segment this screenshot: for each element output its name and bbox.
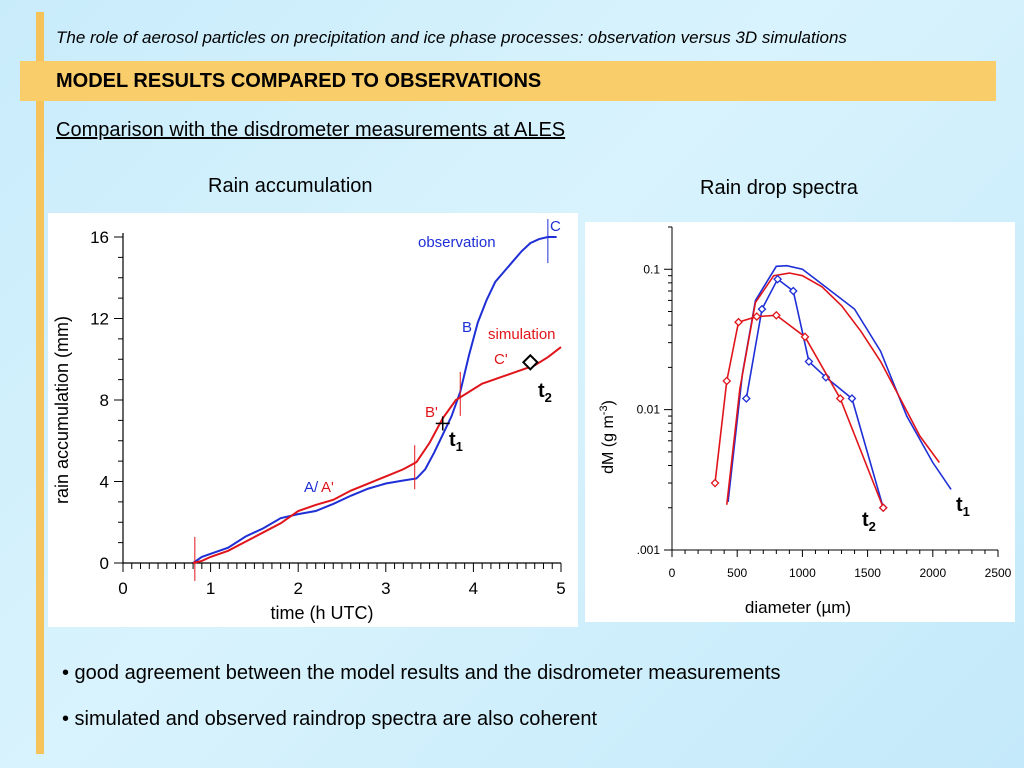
point-c-prime-label: C' bbox=[494, 351, 508, 368]
slide-header-title: The role of aerosol particles on precipi… bbox=[56, 28, 847, 47]
left-x-tick-label: 4 bbox=[469, 579, 478, 598]
point-a-label: A/ bbox=[304, 479, 319, 496]
spectra-line-2 bbox=[745, 277, 885, 508]
series-line-observation bbox=[192, 236, 557, 564]
spectra-point-marker bbox=[752, 312, 762, 322]
right-t1-label: t1 bbox=[956, 494, 970, 519]
left-y-axis-label: rain accumulation (mm) bbox=[52, 316, 72, 504]
spectra-point-marker bbox=[710, 478, 720, 488]
left-accent-bar bbox=[36, 12, 44, 754]
right-t2-label: t2 bbox=[862, 509, 876, 534]
point-c-label: C bbox=[550, 218, 561, 235]
left-panel-title: Rain accumulation bbox=[208, 175, 373, 197]
point-b-prime-label: B' bbox=[425, 404, 438, 421]
t2-diamond-marker bbox=[521, 353, 539, 371]
slide-subtitle: Comparison with the disdrometer measurem… bbox=[56, 119, 566, 141]
spectra-line-1 bbox=[725, 272, 940, 505]
right-x-tick-label: 2500 bbox=[985, 566, 1012, 580]
right-x-tick-label: 2000 bbox=[919, 566, 946, 580]
left-x-tick-label: 0 bbox=[118, 579, 127, 598]
spectra-line-3 bbox=[714, 314, 884, 509]
left-y-tick-label: 12 bbox=[90, 310, 109, 329]
rain-drop-spectra-panel: 0 500 1000 1500 2000 2500 .001 0.01 0.1 t1 t2 di… bbox=[585, 222, 1015, 622]
right-y-tick-label: .001 bbox=[637, 543, 661, 557]
left-x-tick-label: 5 bbox=[556, 579, 565, 598]
spectra-point-marker bbox=[788, 286, 798, 296]
left-y-tick-label: 8 bbox=[100, 391, 109, 410]
spectra-line-0 bbox=[727, 264, 952, 503]
spectra-point-marker bbox=[734, 317, 743, 327]
spectra-point-marker bbox=[757, 304, 767, 314]
right-x-tick-label: 500 bbox=[727, 566, 747, 580]
spectra-point-marker bbox=[741, 394, 751, 403]
right-x-axis-label: diameter (µm) bbox=[745, 598, 851, 617]
left-x-tick-label: 1 bbox=[206, 579, 215, 598]
observation-label: observation bbox=[418, 234, 496, 251]
left-y-tick-label: 4 bbox=[100, 473, 109, 492]
right-x-tick-label: 1000 bbox=[789, 566, 816, 580]
left-x-tick-label: 2 bbox=[293, 579, 302, 598]
left-y-tick-label: 0 bbox=[100, 554, 109, 573]
spectra-point-marker bbox=[771, 310, 781, 320]
right-y-tick-label: 0.01 bbox=[637, 403, 661, 417]
t1-label: t1 bbox=[449, 429, 463, 454]
spectra-point-marker bbox=[773, 274, 783, 284]
left-x-tick-label: 3 bbox=[381, 579, 390, 598]
simulation-label: simulation bbox=[488, 326, 556, 343]
section-title: MODEL RESULTS COMPARED TO OBSERVATIONS bbox=[56, 70, 542, 92]
spectra-point-marker bbox=[847, 394, 857, 403]
bullet-1: • good agreement between the model resul… bbox=[62, 662, 781, 684]
rain-drop-spectra-chart: 0 500 1000 1500 2000 2500 .001 0.01 0.1 t1 t2 di… bbox=[598, 226, 1012, 617]
spectra-point-marker bbox=[722, 376, 732, 386]
right-panel-title: Rain drop spectra bbox=[700, 177, 858, 199]
rain-accumulation-panel: 0 1 2 3 4 5 0 4 8 12 16 observation simulation C B… bbox=[48, 213, 578, 627]
right-y-tick-label: 0.1 bbox=[643, 262, 660, 276]
spectra-point-marker bbox=[878, 503, 888, 513]
right-y-axis-label: dM (g m-3) bbox=[598, 400, 617, 474]
t2-label: t2 bbox=[538, 380, 552, 405]
left-y-tick-label: 16 bbox=[90, 228, 109, 247]
bullet-2: • simulated and observed raindrop spectr… bbox=[62, 708, 598, 730]
point-b-label: B bbox=[462, 319, 472, 336]
spectra-point-marker bbox=[835, 394, 845, 403]
left-x-axis-label: time (h UTC) bbox=[271, 603, 374, 623]
right-x-tick-label: 0 bbox=[669, 566, 676, 580]
point-a-prime-label: A' bbox=[321, 479, 334, 496]
spectra-point-marker bbox=[804, 357, 814, 366]
series-line-simulation bbox=[192, 346, 562, 564]
section-title-band bbox=[20, 61, 996, 101]
spectra-point-marker bbox=[800, 332, 810, 342]
right-x-tick-label: 1500 bbox=[854, 566, 881, 580]
